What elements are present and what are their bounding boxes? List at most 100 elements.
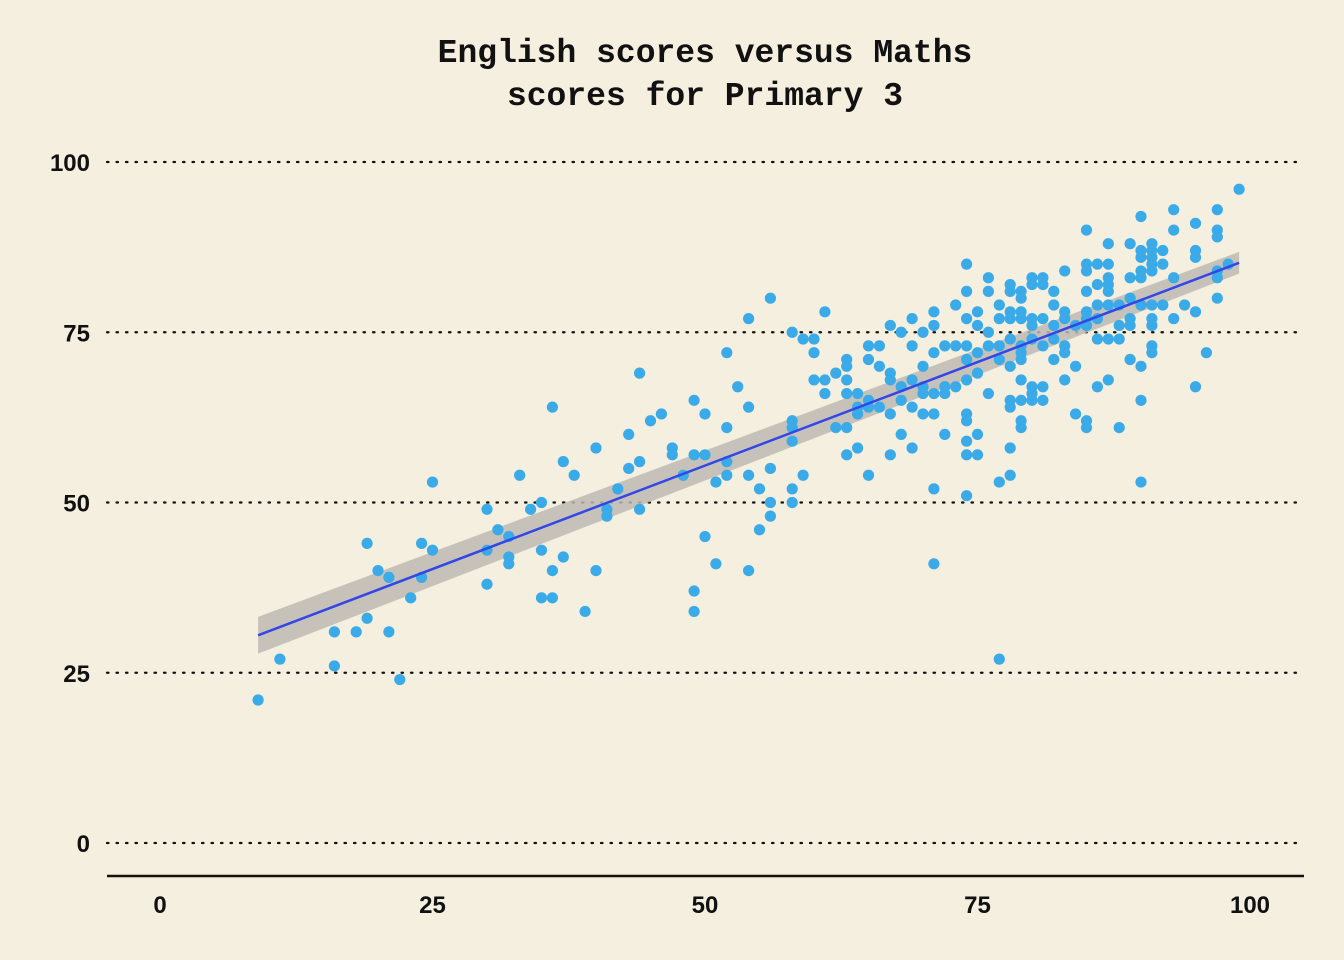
data-point bbox=[1135, 272, 1147, 284]
data-point bbox=[884, 374, 896, 386]
data-point bbox=[525, 503, 537, 515]
data-point bbox=[710, 476, 722, 488]
data-point bbox=[852, 408, 864, 420]
data-point bbox=[492, 524, 504, 536]
data-point bbox=[1102, 374, 1114, 386]
data-point bbox=[1026, 319, 1038, 332]
data-point bbox=[1211, 231, 1223, 243]
data-point bbox=[993, 299, 1005, 311]
data-point bbox=[372, 565, 384, 577]
data-point bbox=[982, 387, 995, 400]
data-point bbox=[961, 374, 973, 386]
data-point bbox=[623, 462, 635, 475]
data-point bbox=[873, 401, 886, 413]
data-point bbox=[361, 612, 373, 624]
x-tick-label: 100 bbox=[1230, 892, 1270, 919]
data-point bbox=[939, 340, 951, 352]
data-point bbox=[1070, 360, 1082, 372]
confidence-band-layer bbox=[258, 251, 1240, 654]
data-point bbox=[1124, 353, 1136, 366]
data-point bbox=[743, 401, 755, 413]
data-point bbox=[819, 387, 831, 400]
data-point bbox=[1157, 244, 1169, 257]
data-point bbox=[1004, 401, 1016, 413]
data-point bbox=[764, 292, 777, 304]
data-point bbox=[1059, 347, 1071, 359]
data-point bbox=[655, 408, 668, 420]
data-point bbox=[808, 347, 820, 359]
data-point bbox=[1091, 381, 1103, 393]
data-point bbox=[764, 510, 777, 522]
data-point bbox=[426, 544, 439, 556]
data-point bbox=[1037, 381, 1049, 393]
data-point bbox=[383, 626, 395, 638]
data-point bbox=[634, 456, 646, 468]
data-point bbox=[895, 428, 907, 440]
data-point bbox=[830, 367, 842, 379]
data-point bbox=[634, 367, 646, 379]
regression-line-layer bbox=[257, 261, 1240, 637]
data-point bbox=[1168, 224, 1180, 236]
data-point bbox=[1048, 333, 1060, 345]
data-point bbox=[906, 442, 918, 454]
data-point bbox=[503, 558, 515, 570]
data-point bbox=[884, 408, 896, 420]
data-point bbox=[328, 660, 340, 672]
data-point bbox=[873, 360, 886, 372]
data-point bbox=[1135, 360, 1147, 372]
data-point bbox=[982, 340, 995, 352]
data-point bbox=[917, 387, 929, 400]
data-point bbox=[993, 476, 1005, 488]
y-tick-label: 0 bbox=[77, 831, 90, 858]
data-point bbox=[884, 449, 896, 461]
data-point bbox=[1080, 421, 1093, 434]
data-point bbox=[884, 319, 896, 332]
data-point bbox=[568, 469, 580, 481]
data-point bbox=[350, 626, 362, 638]
data-point bbox=[971, 319, 984, 332]
confidence-band bbox=[258, 251, 1240, 654]
data-point bbox=[1211, 292, 1223, 304]
data-point bbox=[1080, 224, 1093, 236]
data-point bbox=[961, 435, 973, 447]
data-point bbox=[1179, 299, 1191, 311]
data-point bbox=[950, 340, 962, 352]
data-point bbox=[1113, 319, 1125, 332]
data-point bbox=[590, 565, 602, 577]
data-point bbox=[928, 408, 940, 420]
data-point bbox=[906, 374, 918, 386]
data-point bbox=[808, 333, 820, 345]
data-point bbox=[1146, 265, 1158, 277]
data-point bbox=[1168, 272, 1180, 284]
data-point bbox=[786, 483, 798, 495]
data-point bbox=[1004, 469, 1016, 481]
data-point bbox=[841, 374, 853, 386]
data-point bbox=[753, 483, 766, 495]
data-point bbox=[688, 605, 700, 618]
data-point bbox=[732, 381, 744, 393]
data-point bbox=[1048, 353, 1060, 366]
data-point bbox=[1037, 313, 1049, 325]
data-point bbox=[961, 340, 973, 352]
data-point bbox=[895, 326, 907, 338]
data-point bbox=[1146, 299, 1158, 311]
data-point bbox=[808, 374, 820, 386]
data-point bbox=[1135, 394, 1147, 406]
data-point bbox=[426, 476, 439, 488]
data-point bbox=[971, 306, 984, 318]
data-point bbox=[416, 537, 428, 549]
data-point bbox=[743, 313, 755, 325]
data-point bbox=[1026, 278, 1038, 291]
data-point bbox=[873, 340, 886, 352]
data-point bbox=[1091, 258, 1103, 270]
data-point bbox=[982, 285, 995, 297]
data-point bbox=[928, 347, 940, 359]
data-point bbox=[1091, 278, 1103, 291]
y-tick-label: 75 bbox=[63, 320, 90, 347]
data-point bbox=[590, 442, 602, 454]
data-point bbox=[971, 367, 984, 379]
data-point bbox=[1059, 374, 1071, 386]
data-point bbox=[917, 326, 929, 338]
data-point bbox=[1200, 347, 1212, 359]
data-point bbox=[1135, 251, 1147, 263]
